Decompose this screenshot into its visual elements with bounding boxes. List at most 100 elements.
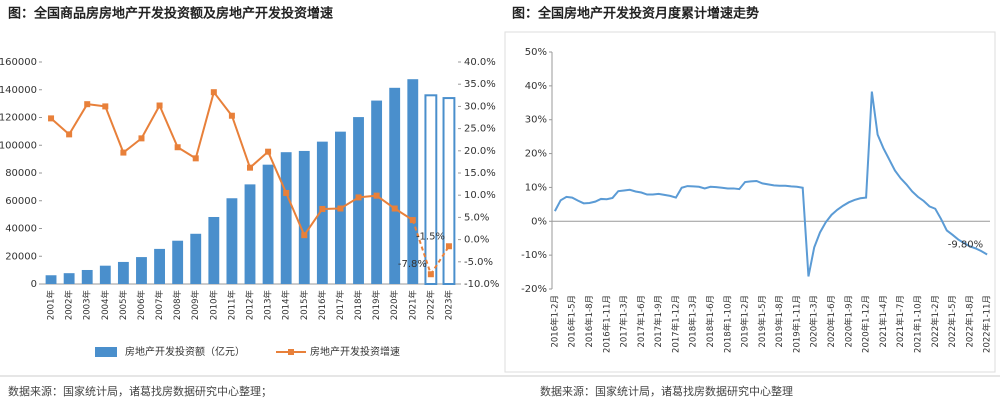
y2-tick-label: 40.0% [464, 57, 496, 68]
line-marker [265, 148, 272, 155]
line-segment [376, 194, 396, 210]
y2-tick-label: 20.0% [464, 146, 496, 157]
line-marker [283, 189, 290, 196]
y-tick-label: -20% [521, 284, 547, 295]
line-marker [445, 243, 452, 250]
y-tick-label: -10% [521, 250, 547, 261]
x-tick-label: 2012年 [245, 290, 256, 321]
line-marker [138, 135, 145, 142]
line-marker [409, 217, 416, 224]
x-tick-label: 2019年1-8月 [774, 295, 785, 348]
x-tick-label: 2018年1-6月 [705, 295, 716, 348]
data-label: -9.80% [948, 239, 983, 250]
x-tick-label: 2017年1-6月 [636, 295, 647, 348]
x-tick-label: 2022年1-5月 [947, 295, 958, 348]
line-marker [156, 102, 163, 109]
x-tick-label: 2017年1-3月 [619, 295, 630, 348]
y-tick-label: 80000 [5, 168, 37, 179]
line-segment [339, 196, 360, 210]
x-tick-label: 2016年1-5月 [567, 295, 578, 348]
x-tick-label: 2020年1-9月 [843, 295, 854, 348]
x-tick-label: 2017年1-12月 [670, 295, 681, 353]
x-tick-label: 2017年 [335, 290, 346, 321]
data-label: -7.8% [398, 259, 427, 270]
line-segment [140, 105, 161, 139]
x-tick-label: 2002年 [64, 290, 75, 321]
bar [371, 100, 383, 284]
y2-tick-label: 15.0% [464, 168, 496, 179]
legend-label: 房地产开发投资增速 [310, 345, 400, 358]
panel-frame [504, 31, 996, 373]
x-tick-label: 2016年1-8月 [584, 295, 595, 348]
line-segment [411, 219, 432, 275]
line-segment [358, 194, 377, 199]
y2-tick-label: 30.0% [464, 101, 496, 112]
x-tick-label: 2008年 [172, 290, 183, 321]
bar [63, 273, 75, 284]
y2-tick-label: 10.0% [464, 190, 496, 201]
y2-tick-label: 5.0% [464, 212, 489, 223]
x-tick-label: 2013年 [263, 290, 274, 321]
x-tick-label: 2023年 [443, 290, 454, 321]
y2-tick-label: -10.0% [464, 279, 499, 290]
bar [117, 261, 129, 284]
y-tick-label: 50% [525, 47, 547, 58]
line-segment [177, 146, 197, 160]
bar [244, 184, 256, 284]
line-segment [87, 103, 106, 108]
x-tick-label: 2021年1-7月 [895, 295, 906, 348]
x-tick-label: 2015年 [299, 290, 310, 321]
y-tick-label: 0 [31, 279, 37, 290]
x-tick-label: 2020年1-12月 [861, 295, 872, 353]
bar [442, 97, 456, 285]
x-tick-label: 2019年1-2月 [740, 295, 751, 348]
x-tick-label: 2017年1-9月 [653, 295, 664, 348]
x-tick-label: 2016年 [317, 290, 328, 321]
line-segment [285, 192, 306, 236]
bar [45, 275, 57, 284]
line-marker [373, 192, 380, 199]
line-marker [174, 144, 181, 151]
line-marker [66, 131, 73, 138]
x-tick-label: 2020年 [389, 290, 400, 321]
line-marker [48, 115, 55, 122]
line-marker [102, 103, 109, 110]
line-marker [84, 101, 91, 108]
y-tick-label: 60000 [5, 196, 37, 207]
x-tick-label: 2011年 [226, 290, 237, 321]
bar [424, 94, 438, 285]
y2-tick-label: 35.0% [464, 79, 496, 90]
y2-tick-label: -5.0% [464, 257, 493, 268]
bar [208, 216, 220, 284]
x-tick-label: 2020年1-6月 [826, 295, 837, 348]
x-tick-label: 2009年 [190, 290, 201, 321]
y2-tick-label: 25.0% [464, 124, 496, 135]
x-tick-label: 2004年 [100, 290, 111, 321]
line-segment [230, 115, 251, 169]
y-tick-label: 120000 [0, 113, 37, 124]
x-tick-label: 2019年1-5月 [757, 295, 768, 348]
bar [298, 150, 310, 284]
line-marker [391, 205, 398, 212]
bar [190, 233, 202, 284]
bar [280, 152, 292, 284]
bar [81, 269, 93, 284]
y-tick-label: 100000 [0, 140, 37, 151]
chart-title: 图：全国商品房房地产开发投资额及房地产开发投资增速 [8, 6, 333, 22]
line-marker [337, 205, 344, 212]
line-marker [228, 112, 235, 119]
line-segment [213, 91, 233, 117]
y-tick-label: 140000 [0, 85, 37, 96]
x-tick-label: 2021年1-10月 [912, 295, 923, 353]
bar [389, 87, 401, 285]
chart-title: 图：全国房地产开发投资月度累计增速走势 [512, 6, 759, 22]
bar [262, 164, 274, 284]
source-note: 数据来源：国家统计局，诸葛找房数据研究中心整理 [540, 384, 793, 398]
line-segment [122, 137, 143, 154]
x-tick-label: 2022年1-8月 [964, 295, 975, 348]
line-marker [210, 89, 217, 96]
legend-label: 房地产开发投资额（亿元） [125, 345, 245, 358]
line-marker [192, 155, 199, 162]
bar [316, 141, 328, 284]
